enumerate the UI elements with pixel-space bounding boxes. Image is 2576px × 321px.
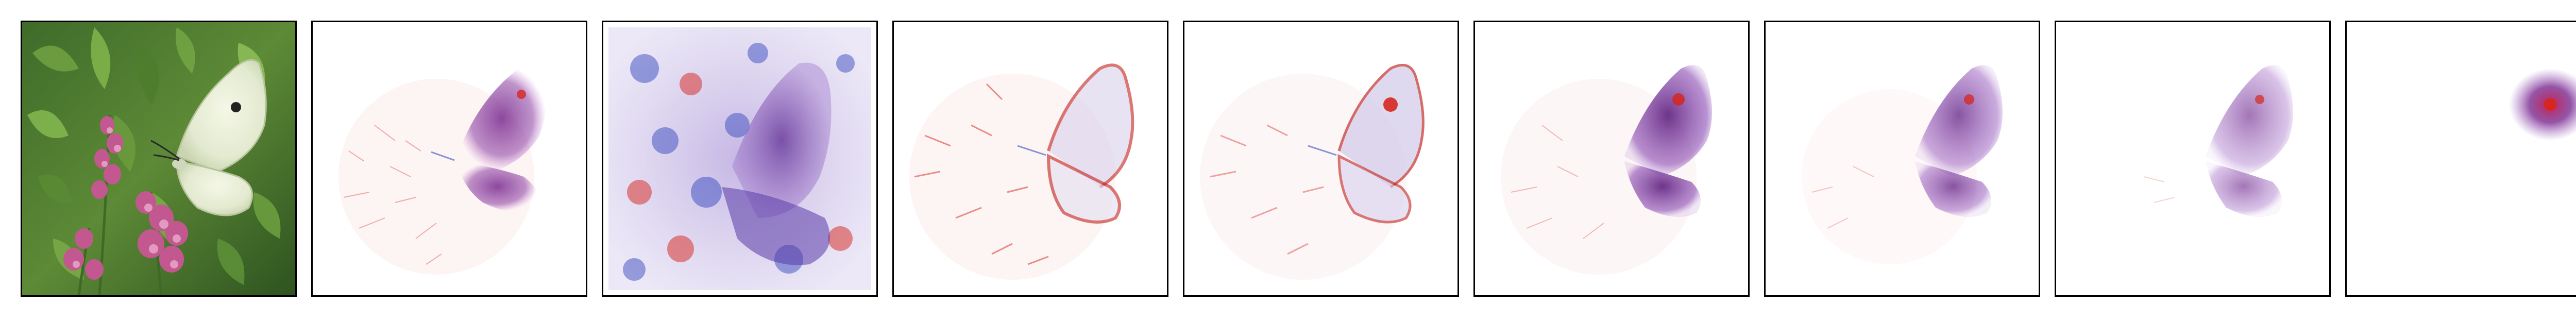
input-photo: [21, 21, 297, 297]
attribution-map-outline-spot: [1183, 21, 1459, 297]
attribution-map-compact-blob: [2345, 21, 2576, 297]
attribution-map-outline: [892, 21, 1168, 297]
attribution-map-sparse: [311, 21, 587, 297]
attribution-map-butterfly-dense: [1473, 21, 1750, 297]
attribution-map-butterfly-light: [2055, 21, 2331, 297]
attribution-map-noisy: [602, 21, 878, 297]
attribution-map-butterfly-medium: [1764, 21, 2040, 297]
